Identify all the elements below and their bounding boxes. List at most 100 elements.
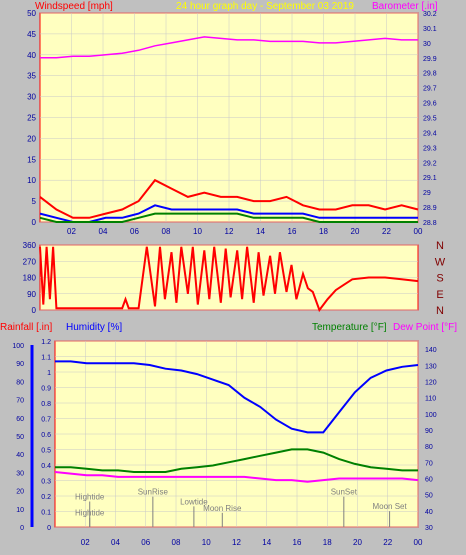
- humidity-tick-label: 0: [20, 525, 24, 532]
- humidity-tick-label: 40: [16, 452, 24, 459]
- annotation-label: SunRise: [138, 488, 169, 497]
- x-tick-label: 16: [288, 227, 297, 236]
- y-tick-label: 35: [27, 72, 36, 81]
- rain-tick-label: 0.5: [41, 448, 51, 455]
- temp-tick-label: 100: [425, 412, 437, 419]
- humidity-tick-label: 90: [16, 361, 24, 368]
- x-tick-label: 06: [141, 538, 150, 547]
- y2-axis-label: Barometer [.in]: [372, 1, 438, 12]
- x-tick-label: 18: [323, 538, 332, 547]
- y-tick-label: 30: [27, 93, 36, 102]
- x-tick-label: 10: [202, 538, 211, 547]
- temp-tick-label: 50: [425, 493, 433, 500]
- y2-tick-label: 29.5: [423, 116, 437, 123]
- y2-tick-label: 28.9: [423, 205, 437, 212]
- rain-humidity-temperature-chart: 0 0.1 0.2 0.3 0.4 0.5 0.6 0.7 0.8 0.9 1 1.1 1.2 0 10 20…: [0, 322, 457, 547]
- y2-tick-label: 30.2: [423, 11, 437, 18]
- x-tick-label: 02: [81, 538, 90, 547]
- annotation-label: Hightide: [75, 493, 105, 502]
- annotation-label: Hightide: [75, 509, 105, 518]
- humidity-tick-label: 70: [16, 398, 24, 405]
- compass-label: N: [436, 305, 444, 317]
- y2-tick-label: 28.8: [423, 220, 437, 227]
- series-line: [55, 448, 418, 473]
- temp-tick-label: 110: [425, 396, 436, 403]
- x-tick-label: 04: [99, 227, 108, 236]
- y4-axis-label: Dew Point [°F]: [393, 322, 457, 333]
- y2-tick-label: 30: [423, 41, 431, 48]
- temp-tick-label: 40: [425, 509, 433, 516]
- rain-tick-label: 0.4: [41, 463, 51, 470]
- y2-tick-label: 29.7: [423, 86, 437, 93]
- humidity-tick-label: 60: [16, 416, 24, 423]
- x-tick-label: 14: [262, 538, 271, 547]
- rain-tick-label: 0.7: [41, 417, 51, 424]
- annotation-label: Moon Set: [372, 502, 407, 511]
- y2-tick-label: 29.6: [423, 101, 437, 108]
- y-tick-label: 15: [27, 155, 36, 164]
- y2-tick-label: 29.4: [423, 130, 437, 137]
- rain-tick-label: 1: [47, 370, 51, 377]
- temp-tick-label: 130: [425, 363, 437, 370]
- y2-tick-label: 29: [423, 190, 431, 197]
- rain-tick-label: 0.6: [41, 432, 51, 439]
- series-line: [39, 178, 419, 219]
- temp-tick-label: 80: [425, 444, 433, 451]
- x-tick-label: 18: [319, 227, 328, 236]
- x-tick-label: 22: [382, 227, 391, 236]
- y-tick-label: 40: [27, 51, 36, 60]
- temp-tick-label: 30: [425, 525, 433, 532]
- x-tick-label: 16: [293, 538, 302, 547]
- y-tick-label: 0: [32, 306, 37, 315]
- y2-tick-label: 29.8: [423, 71, 437, 78]
- y2-axis-label: Humidity [%]: [66, 322, 122, 333]
- x-tick-label: 14: [256, 227, 265, 236]
- compass-label: S: [436, 273, 443, 285]
- rain-tick-label: 0.8: [41, 401, 51, 408]
- wind-direction-line: [39, 246, 419, 313]
- y-axis-label: Rainfall [.in]: [0, 322, 52, 333]
- humidity-tick-label: 30: [16, 470, 24, 477]
- temp-tick-label: 70: [425, 460, 433, 467]
- y-tick-label: 25: [27, 114, 36, 123]
- y2-tick-label: 29.3: [423, 145, 437, 152]
- rain-tick-label: 0.2: [41, 494, 51, 501]
- compass-label: N: [436, 240, 444, 252]
- rain-tick-label: 0.3: [41, 479, 51, 486]
- x-tick-label: 22: [383, 538, 392, 547]
- x-tick-label: 00: [414, 227, 423, 236]
- temp-tick-label: 90: [425, 428, 433, 435]
- x-tick-label: 04: [111, 538, 120, 547]
- y2-tick-label: 29.9: [423, 56, 437, 63]
- y2-tick-label: 29.1: [423, 175, 437, 182]
- x-tick-label: 20: [351, 227, 360, 236]
- series-line: [39, 212, 418, 223]
- y-axis-label: Windspeed [mph]: [35, 1, 113, 12]
- y-tick-label: 10: [27, 176, 36, 185]
- y-tick-label: 5: [32, 197, 37, 206]
- x-tick-label: 10: [193, 227, 202, 236]
- y-tick-label: 0: [32, 218, 37, 227]
- annotation-label: Lowtide: [180, 497, 208, 506]
- y-tick-label: 20: [27, 134, 36, 143]
- y3-axis-label: Temperature [°F]: [312, 322, 387, 333]
- rain-tick-label: 0.9: [41, 386, 51, 393]
- y2-tick-label: 30.1: [423, 26, 437, 33]
- x-tick-label: 06: [130, 227, 139, 236]
- humidity-tick-label: 10: [16, 507, 24, 514]
- y-tick-label: 45: [27, 30, 36, 39]
- x-tick-label: 02: [67, 227, 76, 236]
- y2-tick-label: 29.2: [423, 160, 437, 167]
- rain-tick-label: 1.1: [41, 355, 51, 362]
- y-tick-label: 50: [27, 9, 36, 18]
- series-line: [55, 360, 419, 434]
- x-tick-label: 20: [353, 538, 362, 547]
- wind-barometer-chart: 0 5 10 15 20 25 30 35 40 45 50 02 04 06 08 10 12 14 16 18 20…: [27, 1, 438, 236]
- temp-tick-label: 60: [425, 476, 433, 483]
- y-tick-label: 90: [27, 290, 36, 299]
- temp-tick-label: 120: [425, 379, 437, 386]
- x-tick-label: 12: [232, 538, 241, 547]
- rain-tick-label: 1.2: [41, 339, 51, 346]
